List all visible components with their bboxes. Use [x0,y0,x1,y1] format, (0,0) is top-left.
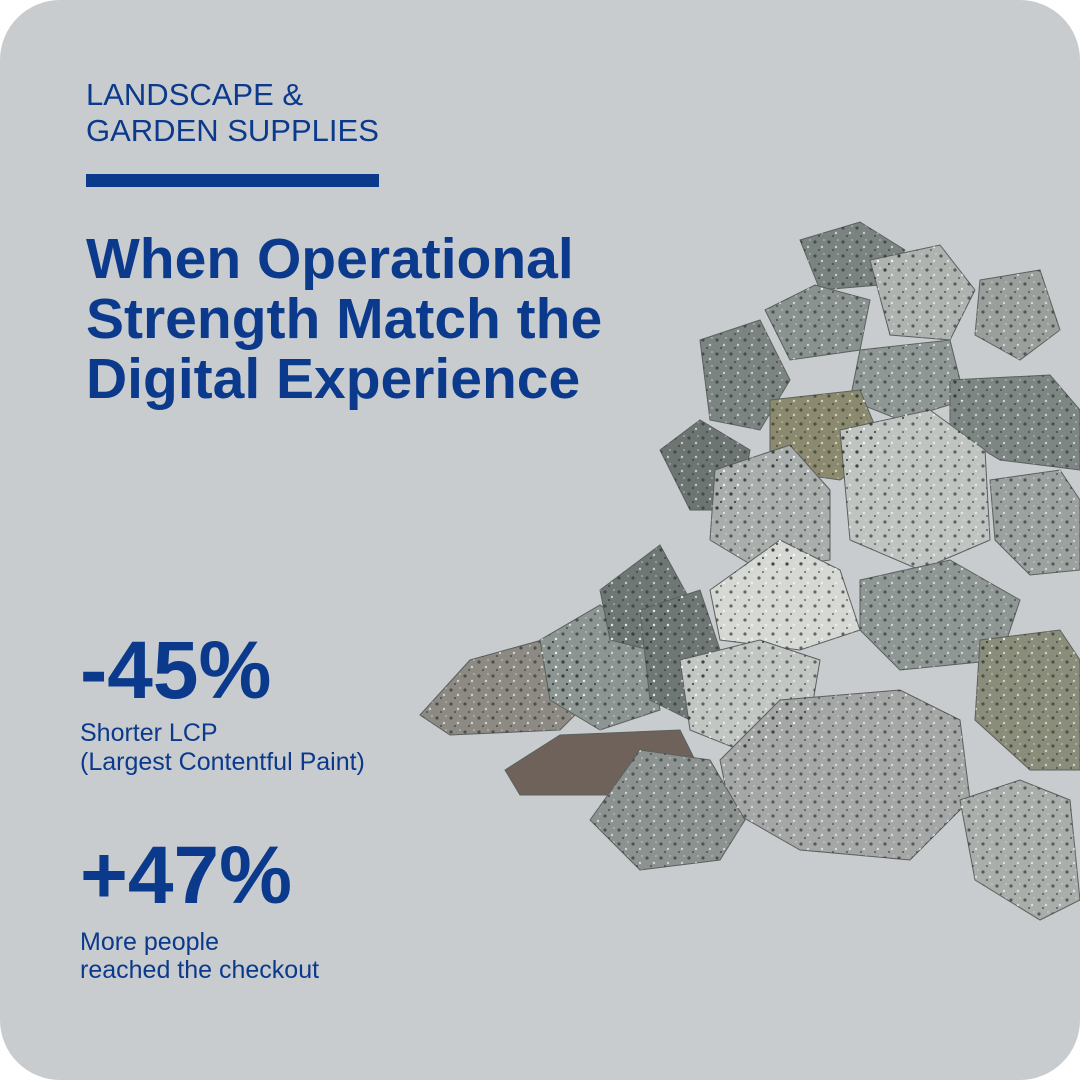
title-line: Strength Match the [86,287,602,351]
title-line: Digital Experience [86,347,580,411]
stat-label: Shorter LCP [80,719,218,747]
category-line: GARDEN SUPPLIES [86,113,379,148]
stat-label: reached the checkout [80,956,319,984]
stat-label: More people [80,928,219,956]
stat-value: +47% [80,830,292,921]
rock-pile [419,221,1080,921]
divider [86,174,379,187]
category-line: LANDSCAPE & [86,77,303,112]
stat-value: -45% [80,625,271,716]
title-line: When Operational [86,227,574,291]
stat-label: (Largest Contentful Paint) [80,748,365,776]
